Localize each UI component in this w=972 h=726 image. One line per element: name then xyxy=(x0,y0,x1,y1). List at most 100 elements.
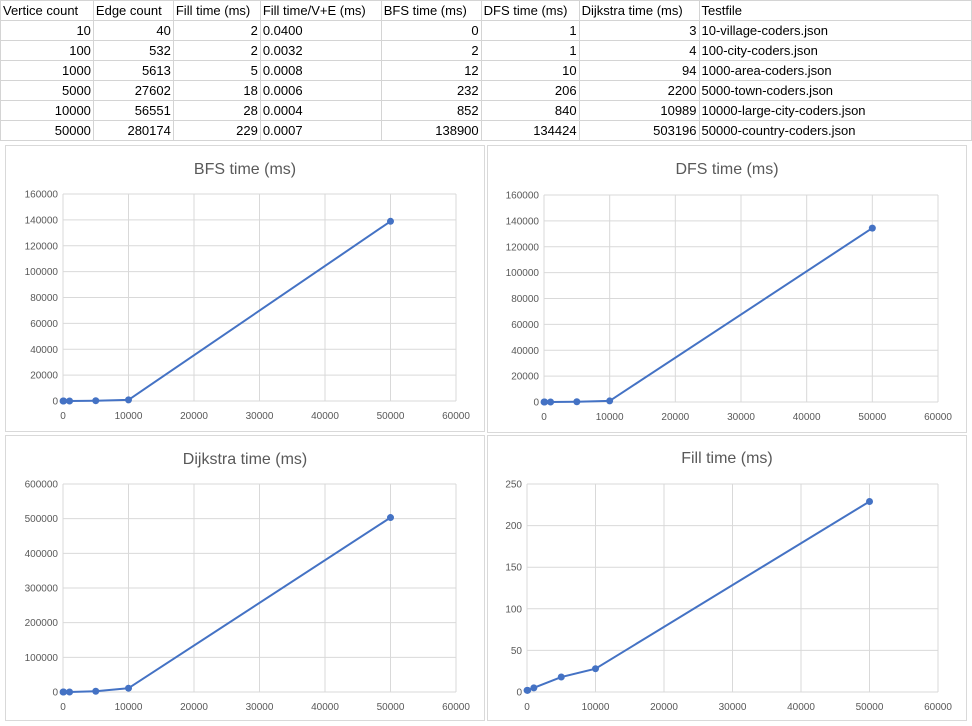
chart-dfs-time[interactable]: DFS time (ms) 0 20000 40000 60000 80000 100000… xyxy=(487,145,967,433)
cell-bfs-time[interactable]: 0 xyxy=(380,20,482,41)
cell-vertice-count[interactable]: 1000 xyxy=(0,60,94,81)
fill-x-tick-label: 60000 xyxy=(924,702,952,713)
cell-dijkstra-time[interactable]: 4 xyxy=(578,40,700,61)
dfs-data-point[interactable] xyxy=(573,398,581,406)
fill-chart-title[interactable]: Fill time (ms) xyxy=(681,450,773,467)
dijkstra-y-tick-label: 400000 xyxy=(25,549,59,560)
cell-bfs-time[interactable]: 852 xyxy=(380,100,482,121)
dijkstra-data-point[interactable] xyxy=(60,688,68,696)
cell-fill-time-per-ve[interactable]: 0.0007 xyxy=(259,120,382,141)
cell-dfs-time[interactable]: 206 xyxy=(480,80,580,101)
header-cell-fill-time-per-ve[interactable]: Fill time/V+E (ms) xyxy=(259,0,382,21)
cell-dijkstra-time[interactable]: 3 xyxy=(578,20,700,41)
cell-vertice-count[interactable]: 10 xyxy=(0,20,94,41)
dijkstra-data-point[interactable] xyxy=(92,687,100,695)
bfs-x-tick-label: 20000 xyxy=(180,411,208,422)
bfs-chart-title[interactable]: BFS time (ms) xyxy=(194,161,296,178)
chart-dijkstra-time[interactable]: Dijkstra time (ms) 0 100000 200000 300000 400… xyxy=(5,435,485,721)
dijkstra-x-tick-label: 40000 xyxy=(311,702,339,713)
cell-testfile[interactable]: 50000-country-coders.json xyxy=(698,120,972,141)
cell-edge-count[interactable]: 5613 xyxy=(92,60,174,81)
dijkstra-chart-title[interactable]: Dijkstra time (ms) xyxy=(183,451,307,468)
dfs-chart-title[interactable]: DFS time (ms) xyxy=(675,161,778,178)
header-cell-dfs-time[interactable]: DFS time (ms) xyxy=(480,0,580,21)
bfs-data-point[interactable] xyxy=(92,397,100,405)
cell-edge-count[interactable]: 56551 xyxy=(92,100,174,121)
cell-dijkstra-time[interactable]: 10989 xyxy=(578,100,700,121)
cell-bfs-time[interactable]: 2 xyxy=(380,40,482,61)
bfs-data-point[interactable] xyxy=(125,396,132,404)
cell-dfs-time[interactable]: 10 xyxy=(480,60,580,81)
chart-fill-time[interactable]: Fill time (ms) 0 50 100 150 200 250 0 10000 20000… xyxy=(487,435,967,721)
bfs-y-tick-label: 100000 xyxy=(25,267,59,278)
dfs-data-point[interactable] xyxy=(868,224,876,232)
cell-dfs-time[interactable]: 840 xyxy=(480,100,580,121)
cell-fill-time[interactable]: 2 xyxy=(172,20,261,41)
cell-edge-count[interactable]: 532 xyxy=(92,40,174,61)
cell-dfs-time[interactable]: 134424 xyxy=(480,120,580,141)
bfs-data-point[interactable] xyxy=(387,217,394,225)
cell-dijkstra-time[interactable]: 2200 xyxy=(578,80,700,101)
cell-dijkstra-time[interactable]: 503196 xyxy=(578,120,700,141)
cell-fill-time-per-ve[interactable]: 0.0032 xyxy=(259,40,382,61)
dfs-data-point[interactable] xyxy=(547,398,555,406)
cell-fill-time-per-ve[interactable]: 0.0400 xyxy=(259,20,382,41)
header-cell-dijkstra-time[interactable]: Dijkstra time (ms) xyxy=(578,0,700,21)
cell-fill-time-per-ve[interactable]: 0.0008 xyxy=(259,60,382,81)
header-cell-testfile[interactable]: Testfile xyxy=(698,0,972,21)
header-cell-edge-count[interactable]: Edge count xyxy=(92,0,174,21)
cell-fill-time[interactable]: 5 xyxy=(172,60,261,81)
cell-testfile[interactable]: 1000-area-coders.json xyxy=(698,60,972,81)
header-cell-vertice-count[interactable]: Vertice count xyxy=(0,0,94,21)
cell-fill-time[interactable]: 229 xyxy=(172,120,261,141)
dijkstra-x-tick-label: 60000 xyxy=(442,702,470,713)
fill-data-point[interactable] xyxy=(866,497,873,505)
bfs-data-point[interactable] xyxy=(60,397,68,405)
dfs-data-point[interactable] xyxy=(606,397,614,405)
dijkstra-data-point[interactable] xyxy=(125,684,132,692)
cell-testfile[interactable]: 10000-large-city-coders.json xyxy=(698,100,972,121)
bfs-series-line[interactable] xyxy=(63,220,392,402)
header-cell-bfs-time[interactable]: BFS time (ms) xyxy=(380,0,482,21)
cell-vertice-count[interactable]: 5000 xyxy=(0,80,94,101)
dfs-y-tick-label: 60000 xyxy=(511,320,539,331)
fill-data-point[interactable] xyxy=(530,684,538,692)
cell-edge-count[interactable]: 40 xyxy=(92,20,174,41)
cell-vertice-count[interactable]: 10000 xyxy=(0,100,94,121)
fill-data-point[interactable] xyxy=(592,665,599,673)
cell-dijkstra-time[interactable]: 94 xyxy=(578,60,700,81)
dijkstra-data-point[interactable] xyxy=(66,688,74,696)
fill-data-point[interactable] xyxy=(524,686,532,694)
bfs-x-tick-label: 50000 xyxy=(377,411,405,422)
dfs-data-point[interactable] xyxy=(541,398,549,406)
cell-testfile[interactable]: 100-city-coders.json xyxy=(698,40,972,61)
dijkstra-data-point[interactable] xyxy=(387,514,394,522)
cell-testfile[interactable]: 5000-town-coders.json xyxy=(698,80,972,101)
cell-bfs-time[interactable]: 12 xyxy=(380,60,482,81)
cell-fill-time-per-ve[interactable]: 0.0006 xyxy=(259,80,382,101)
cell-fill-time[interactable]: 28 xyxy=(172,100,261,121)
cell-fill-time[interactable]: 18 xyxy=(172,80,261,101)
cell-fill-time-per-ve[interactable]: 0.0004 xyxy=(259,100,382,121)
data-table: Vertice count Edge count Fill time (ms) … xyxy=(0,0,972,141)
cell-bfs-time[interactable]: 232 xyxy=(380,80,482,101)
cell-edge-count[interactable]: 280174 xyxy=(92,120,174,141)
dijkstra-x-tick-label: 0 xyxy=(60,702,66,713)
dfs-y-tick-label: 120000 xyxy=(506,242,540,253)
cell-testfile[interactable]: 10-village-coders.json xyxy=(698,20,972,41)
header-cell-fill-time[interactable]: Fill time (ms) xyxy=(172,0,261,21)
bfs-data-point[interactable] xyxy=(66,397,74,405)
cell-bfs-time[interactable]: 138900 xyxy=(380,120,482,141)
cell-vertice-count[interactable]: 50000 xyxy=(0,120,94,141)
chart-bfs-time[interactable]: BFS time (ms) 0 20000 40000 60000 80000 100000… xyxy=(5,145,485,432)
dijkstra-series-line[interactable] xyxy=(63,516,392,693)
cell-dfs-time[interactable]: 1 xyxy=(480,40,580,61)
cell-edge-count[interactable]: 27602 xyxy=(92,80,174,101)
fill-series-line[interactable] xyxy=(527,500,871,692)
fill-data-point[interactable] xyxy=(557,673,565,681)
cell-vertice-count[interactable]: 100 xyxy=(0,40,94,61)
cell-dfs-time[interactable]: 1 xyxy=(480,20,580,41)
bfs-y-tick-label: 140000 xyxy=(25,215,59,226)
cell-fill-time[interactable]: 2 xyxy=(172,40,261,61)
